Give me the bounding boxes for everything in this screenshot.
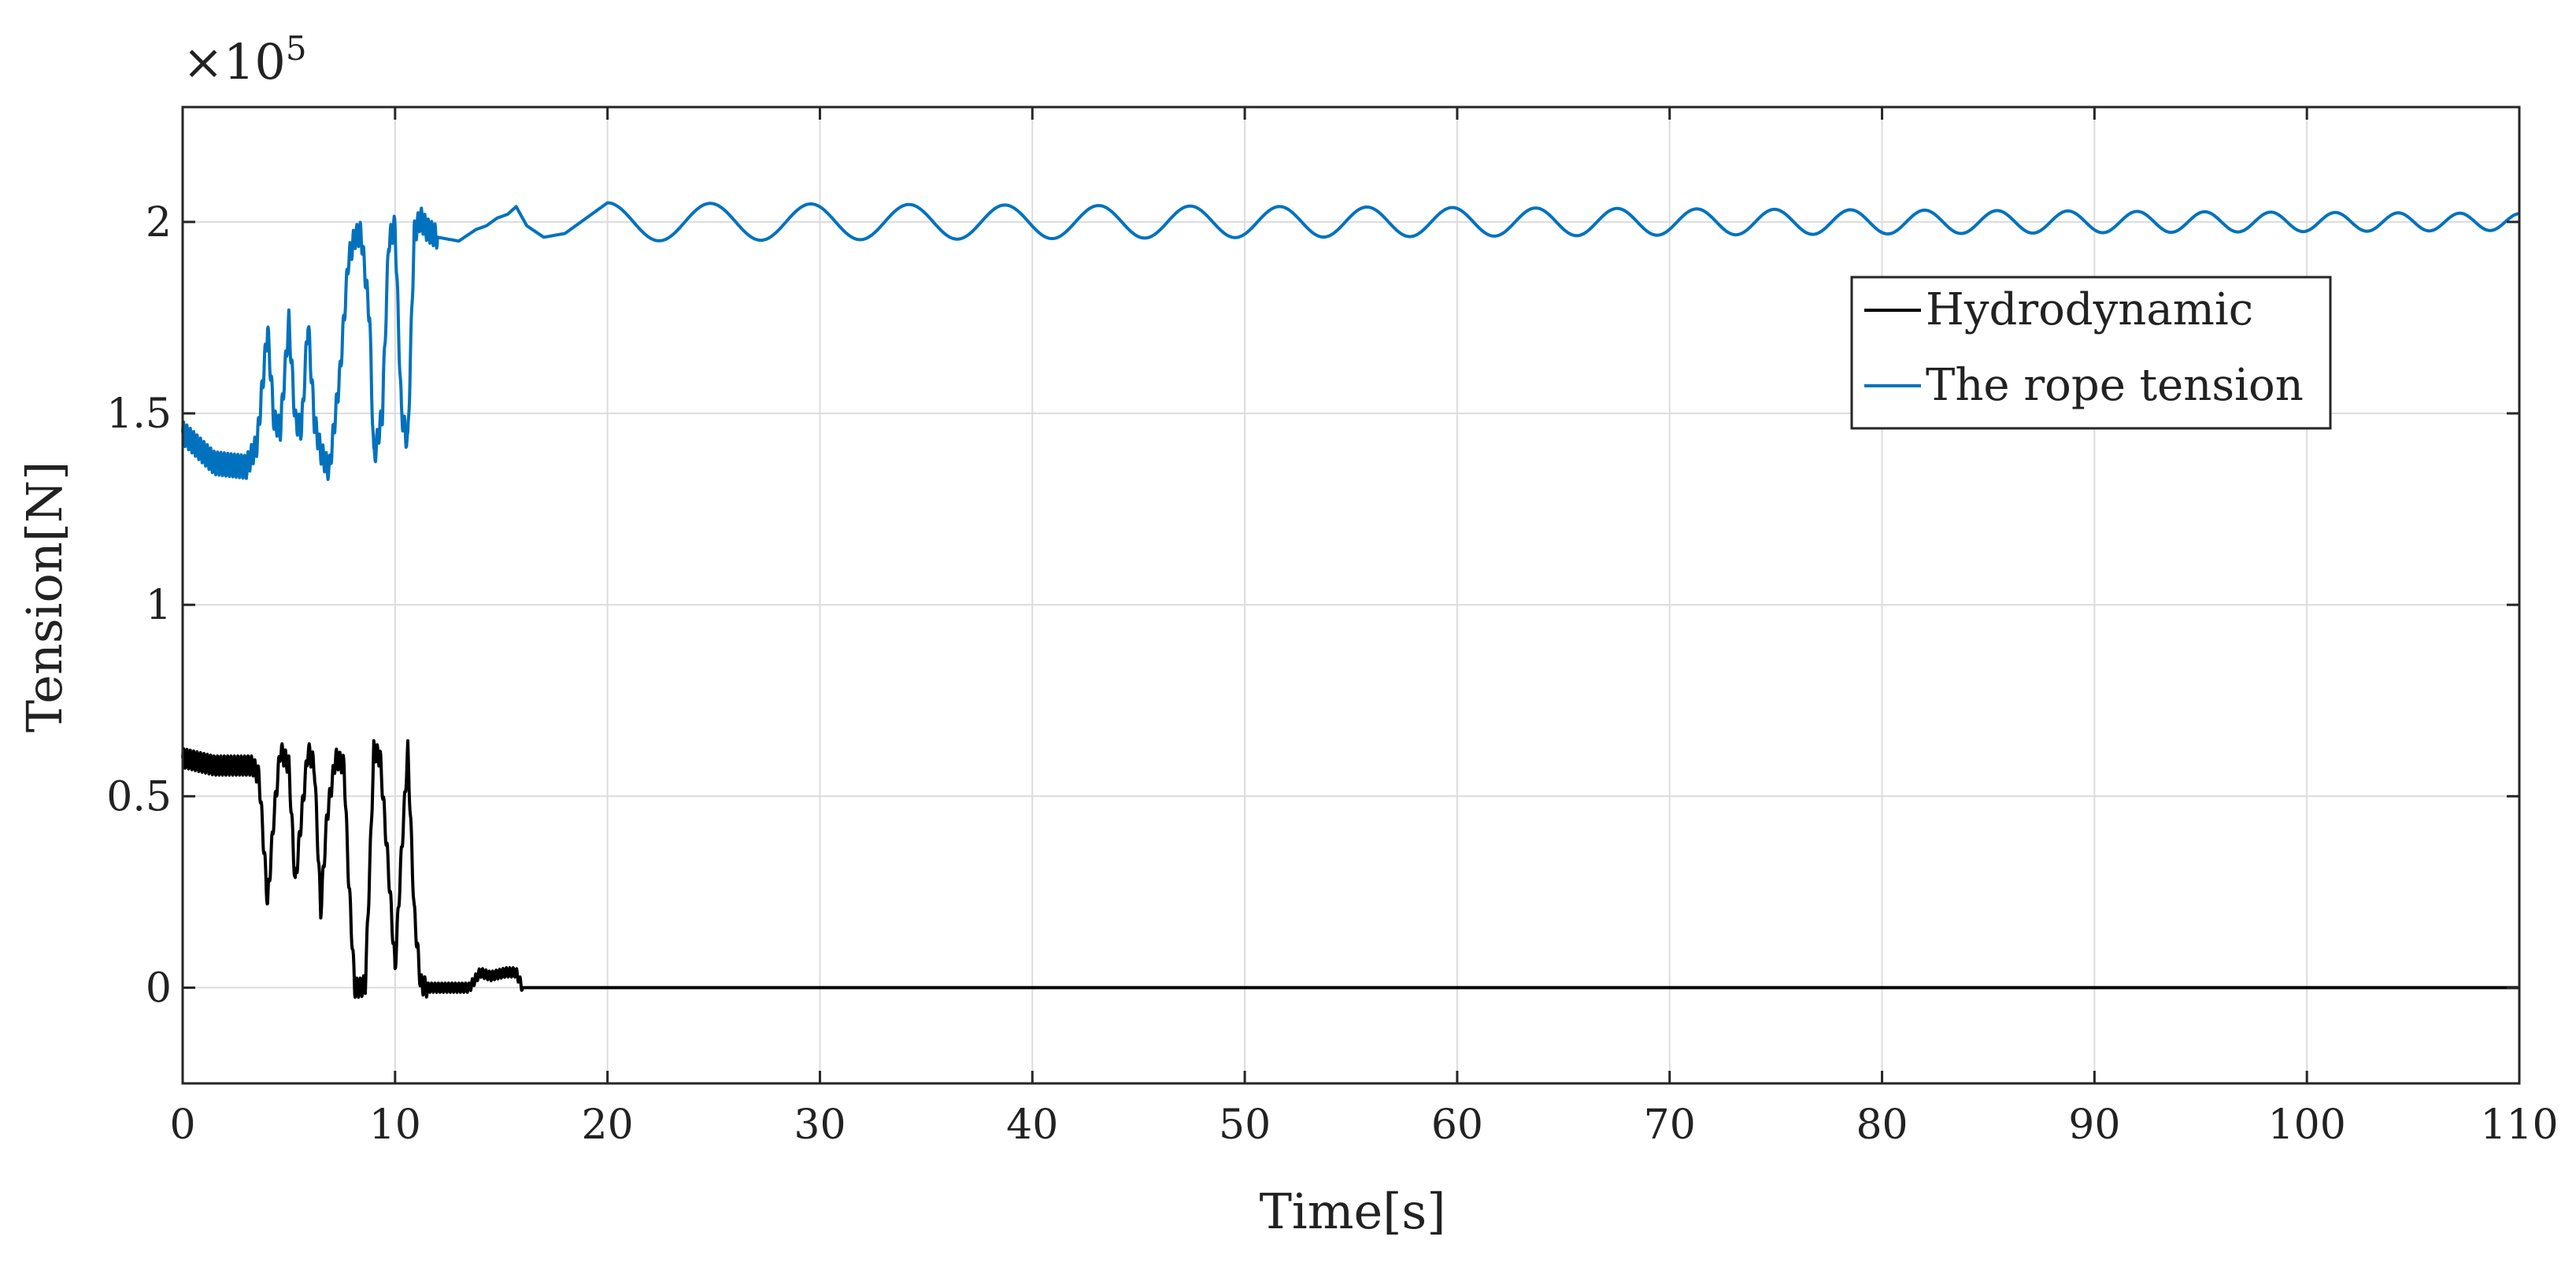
y-tick-label: 0.5: [106, 773, 172, 820]
legend-label-hydrodynamic: Hydrodynamic: [1926, 284, 2253, 335]
x-tick-label: 60: [1431, 1102, 1483, 1149]
x-tick-label: 30: [794, 1102, 846, 1149]
x-tick-label: 10: [369, 1102, 421, 1149]
x-tick-label: 0: [169, 1102, 195, 1149]
x-tick-label: 80: [1856, 1102, 1908, 1149]
x-tick-label: 50: [1219, 1102, 1271, 1149]
legend-box: [1850, 276, 2332, 430]
series-layer: [181, 201, 2521, 999]
y-tick-label: 1: [146, 582, 172, 629]
plot-frame: [181, 106, 2521, 1085]
y-scale-base: ×10: [183, 33, 286, 91]
x-tick-label: 70: [1644, 1102, 1696, 1149]
x-tick-label: 110: [2480, 1102, 2558, 1149]
x-tick-label: 90: [2068, 1102, 2120, 1149]
x-tick-label: 100: [2268, 1102, 2346, 1149]
y-tick-label: 0: [146, 965, 172, 1012]
y-axis-scale-factor: ×105: [183, 29, 307, 91]
y-scale-exponent: 5: [286, 29, 307, 68]
legend-label-rope-tension: The rope tension: [1926, 360, 2304, 411]
x-tick-label: 20: [582, 1102, 634, 1149]
tick-layer: 0 10 20 30 40 50 60 70 80 90 100 110 0 0.5 1 1.5 2: [106, 107, 2559, 1149]
y-tick-label: 1.5: [106, 391, 172, 438]
y-axis-label: Tension[N]: [16, 461, 73, 733]
x-tick-label: 40: [1006, 1102, 1058, 1149]
legend: Hydrodynamic The rope tension: [1850, 276, 2332, 430]
series-line-hydrodynamic: [181, 739, 2521, 999]
y-tick-label: 2: [146, 199, 172, 246]
series-line-rope-tension: [181, 201, 2520, 481]
x-axis-label: Time[s]: [1260, 1183, 1446, 1240]
